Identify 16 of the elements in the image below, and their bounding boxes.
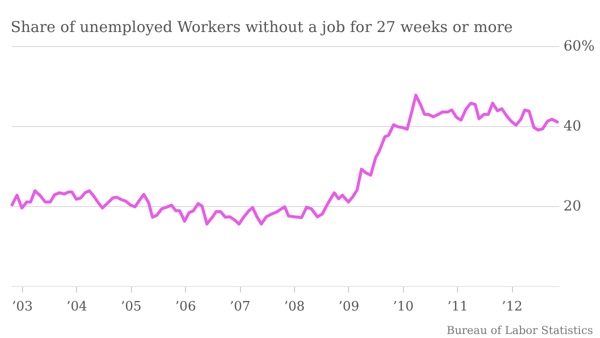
- text: Bureau of Labor Statistics: [446, 324, 594, 337]
- y-tick-label: 20: [564, 198, 582, 214]
- x-tick-label: ’11: [447, 300, 468, 314]
- x-tick-label: ’10: [392, 300, 414, 314]
- x-tick-label: ’04: [66, 300, 88, 314]
- chart-title: Share of unemployed Workers without a job for 27 weeks or more: [10, 18, 513, 36]
- x-tick-label: ’09: [338, 300, 360, 314]
- x-tick-label: ’12: [502, 300, 522, 314]
- line-series: [10, 94, 559, 226]
- y-tick-label: 40: [564, 118, 582, 134]
- x-tick-label: ’06: [175, 300, 196, 314]
- x-tick-label: ’05: [120, 300, 142, 314]
- x-tick-label: ’07: [230, 300, 250, 314]
- x-tick-label: ’08: [284, 300, 305, 314]
- y-tick-label: 60%: [564, 38, 595, 54]
- x-tick-label: ’03: [12, 300, 33, 314]
